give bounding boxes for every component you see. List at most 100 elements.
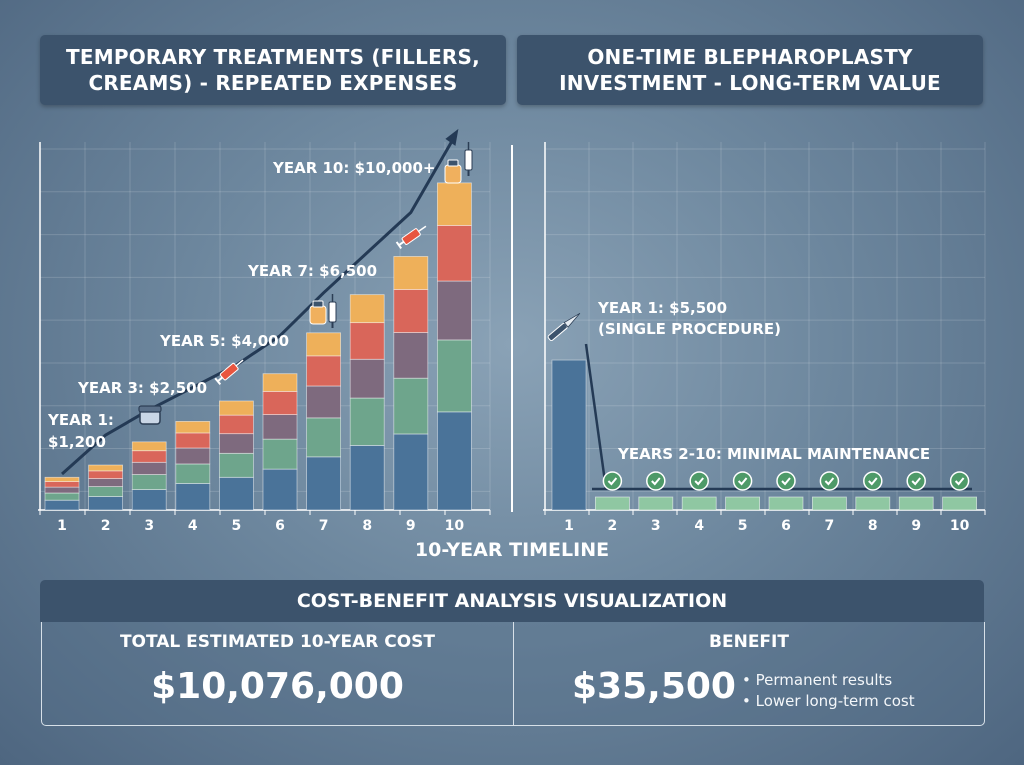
check-circle-icon xyxy=(689,471,709,491)
stacked-bar-segment xyxy=(393,256,429,290)
x-tick-label: 8 xyxy=(362,518,372,534)
maintenance-bar xyxy=(725,496,760,511)
x-tick-label: 3 xyxy=(651,518,661,534)
cost-comparison-chart: 1 2 3 4 5 6 7 8 9 10 1 2 3 4 5 6 7 8 9 10 10-YEAR TIMELINE YE… xyxy=(44,128,977,534)
check-circle-icon xyxy=(607,477,618,486)
cream-jar-icon xyxy=(138,405,162,413)
benefit-point: Permanent results xyxy=(742,670,915,691)
check-circle-icon xyxy=(954,477,965,486)
total-cost-label: TOTAL ESTIMATED 10-YEAR COST xyxy=(119,632,436,652)
check-circle-icon xyxy=(868,477,878,486)
x-tick-label: 3 xyxy=(144,518,154,534)
right-panel-title: ONE-TIME BLEPHAROPLASTY INVESTMENT - LON… xyxy=(517,35,983,105)
stacked-bar-segment xyxy=(436,411,472,511)
stacked-bar-segment xyxy=(436,339,472,413)
maintenance-bar xyxy=(768,496,804,511)
x-tick-label: 1 xyxy=(57,518,67,534)
stacked-bar-segment xyxy=(131,461,167,475)
stacked-bar-segment xyxy=(306,417,342,458)
x-tick-label: 5 xyxy=(738,518,748,534)
stacked-bar-segment xyxy=(262,414,298,440)
check-circle-icon xyxy=(911,477,921,486)
annotation-label: YEARS 2-10: MINIMAL MAINTENANCE xyxy=(617,445,930,463)
stacked-bar-segment xyxy=(131,474,167,490)
syringe-icon xyxy=(217,376,223,383)
x-tick-label: 4 xyxy=(188,518,198,534)
x-tick-label: 5 xyxy=(232,518,242,534)
stacked-bar-segment xyxy=(436,182,472,226)
annotation-label: YEAR 1: xyxy=(47,411,114,429)
check-circle-icon xyxy=(694,477,704,486)
total-cost-value: $10,076,000 xyxy=(151,666,404,707)
check-circle-icon xyxy=(646,471,666,491)
stacked-bar-segment xyxy=(218,400,254,416)
stacked-bar-segment xyxy=(175,463,211,484)
stacked-bar-segment xyxy=(88,470,123,479)
stacked-bar-segment xyxy=(349,444,385,511)
stacked-bar-segment xyxy=(436,280,472,341)
stacked-bar-segment xyxy=(175,483,211,511)
stacked-bar-segment xyxy=(349,397,385,446)
scalpel-icon xyxy=(547,312,581,341)
x-tick-label: 8 xyxy=(868,518,878,534)
right-panel-title-text: ONE-TIME BLEPHAROPLASTY INVESTMENT - LON… xyxy=(559,45,941,95)
stacked-bar-segment xyxy=(393,289,429,333)
stacked-bar-segment xyxy=(393,332,429,379)
left-panel-title-text: TEMPORARY TREATMENTS (FILLERS, CREAMS) -… xyxy=(66,45,480,95)
syringe-icon xyxy=(401,228,421,245)
stacked-bar-segment xyxy=(88,478,123,488)
drop-line xyxy=(584,343,608,490)
benefit-points-list: Permanent results Lower long-term cost xyxy=(742,670,915,712)
x-tick-label: 9 xyxy=(911,518,921,534)
x-tick-label: 4 xyxy=(694,518,704,534)
chart-icons xyxy=(138,142,970,491)
check-circle-icon xyxy=(776,471,796,491)
vial-icon xyxy=(312,300,324,308)
syringe-icon xyxy=(214,359,244,385)
check-circle-icon xyxy=(602,471,623,491)
trend-line-path xyxy=(61,136,456,476)
scalpel-icon xyxy=(547,322,568,341)
x-tick-label: 10 xyxy=(445,518,465,534)
maintenance-bar xyxy=(942,496,977,511)
x-tick-label: 10 xyxy=(950,518,970,534)
stacked-bar-segment xyxy=(436,225,472,282)
x-tick-label: 7 xyxy=(825,518,835,534)
maintenance-bar xyxy=(898,496,934,511)
stacked-bar-segment xyxy=(393,433,429,511)
stacked-bar-segment xyxy=(218,476,254,511)
annotation-label: YEAR 10: $10,000+ xyxy=(272,159,435,177)
trend-arrowhead xyxy=(445,128,459,146)
stacked-bar-segment xyxy=(131,450,167,463)
stacked-bar-segment xyxy=(262,468,298,511)
stacked-bar-segment xyxy=(88,464,123,472)
stacked-bar-segment xyxy=(306,385,342,419)
stacked-bar-segment xyxy=(262,391,298,415)
annotation-label: YEAR 1: $5,500 xyxy=(597,299,727,317)
maintenance-bar xyxy=(638,496,674,511)
check-circle-icon xyxy=(906,471,926,491)
stacked-bar-segment xyxy=(218,433,254,454)
summary-header: COST-BENEFIT ANALYSIS VISUALIZATION xyxy=(40,580,984,622)
x-tick-label: 9 xyxy=(406,518,416,534)
blepharoplasty-bars xyxy=(551,359,977,511)
vial-icon xyxy=(447,159,459,167)
stacked-bar-segment xyxy=(88,496,123,511)
x-tick-label: 6 xyxy=(781,518,791,534)
stacked-bar-segment xyxy=(88,486,123,497)
stacked-bar-segment xyxy=(175,447,211,465)
stacked-bar-segment xyxy=(44,476,80,482)
annotation-label: $1,200 xyxy=(48,433,106,451)
summary-header-text: COST-BENEFIT ANALYSIS VISUALIZATION xyxy=(296,590,728,612)
check-circle-icon xyxy=(949,471,970,491)
benefit-label: BENEFIT xyxy=(709,632,789,652)
syringe-icon xyxy=(395,225,427,250)
maintenance-bar xyxy=(812,496,847,511)
stacked-bar-segment xyxy=(131,489,167,511)
stacked-bar-segment xyxy=(218,414,254,435)
stacked-bar-segment xyxy=(175,421,211,434)
stacked-bar-segment xyxy=(175,432,211,449)
annotation-label: YEAR 7: $6,500 xyxy=(247,262,377,280)
x-tick-label: 1 xyxy=(564,518,574,534)
annotation-label: YEAR 5: $4,000 xyxy=(159,332,289,350)
